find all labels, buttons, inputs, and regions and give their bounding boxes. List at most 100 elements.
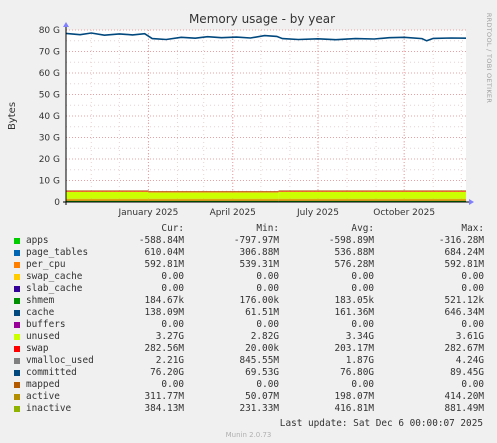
legend-value-max: -316.28M: [438, 235, 484, 246]
legend-value-max: 89.45G: [450, 367, 484, 378]
legend-value-max: 646.34M: [444, 307, 484, 318]
y-tick-label: 20 G: [39, 155, 60, 165]
legend-label: buffers: [26, 319, 66, 330]
legend-value-max: 282.67M: [444, 343, 484, 354]
legend-value-avg: 0.00: [351, 379, 374, 390]
stack-layer: [278, 198, 466, 200]
stack-layer: [148, 191, 279, 192]
legend-swatch: [14, 262, 20, 268]
stack-layer: [278, 190, 466, 192]
legend-value-min: 20.00k: [245, 343, 279, 354]
legend-label: mapped: [26, 379, 60, 390]
legend-value-min: 306.88M: [239, 247, 279, 258]
legend-value-avg: 3.34G: [345, 331, 374, 342]
legend-value-max: 521.12k: [444, 295, 484, 306]
legend-swatch: [14, 382, 20, 388]
memory-chart: Memory usage - by year Bytes RRDTOOL / T…: [7, 12, 493, 218]
legend-swatch: [14, 322, 20, 328]
legend-value-avg: -598.89M: [328, 235, 374, 246]
legend-swatch: [14, 334, 20, 340]
stack-layer: [66, 199, 149, 200]
legend-value-min: 0.00: [256, 319, 279, 330]
legend-value-cur: 2.21G: [155, 355, 184, 366]
legend-value-max: 0.00: [461, 319, 484, 330]
x-tick-labels: January 2025 April 2025 July 2025 October 2…: [117, 208, 435, 218]
stack-layer: [278, 191, 466, 192]
x-tick-label: October 2025: [373, 208, 435, 218]
legend-swatch: [14, 250, 20, 256]
stack-layer: [148, 200, 279, 202]
legend-value-cur: 311.77M: [144, 391, 184, 402]
stack-layer: [278, 199, 466, 200]
legend-row-committed: committed 76.20G 69.53G 76.80G 89.45G: [12, 367, 488, 379]
legend-row-shmem: shmem 184.67k 176.00k 183.05k 521.12k: [12, 295, 488, 307]
legend-row-apps: apps -588.84M -797.97M -598.89M -316.28M: [12, 235, 488, 247]
legend-label: slab_cache: [26, 283, 83, 294]
legend-value-max: 881.49M: [444, 403, 484, 414]
legend-value-max: 4.24G: [455, 355, 484, 366]
legend-value-min: 845.55M: [239, 355, 279, 366]
legend-value-cur: -588.84M: [138, 235, 184, 246]
legend-swatch: [14, 238, 20, 244]
x-tick-label: July 2025: [296, 208, 339, 218]
legend-swatch: [14, 310, 20, 316]
legend-swatch: [14, 406, 20, 412]
y-axis-label: Bytes: [7, 102, 18, 130]
last-update: Last update: Sat Dec 6 00:00:07 2025: [279, 418, 483, 429]
legend-value-min: 69.53G: [245, 367, 279, 378]
legend-row-inactive: inactive 384.13M 231.33M 416.81M 881.49M: [12, 403, 488, 415]
header-max: Max:: [461, 223, 484, 234]
legend-value-cur: 3.27G: [155, 331, 184, 342]
x-tick-label: January 2025: [117, 208, 178, 218]
stack-layer: [66, 198, 149, 200]
munin-version: Munin 2.0.73: [225, 431, 272, 439]
legend-value-cur: 0.00: [161, 319, 184, 330]
legend-value-min: 231.33M: [239, 403, 279, 414]
stack-layer: [66, 191, 149, 199]
legend-row-swap_cache: swap_cache 0.00 0.00 0.00 0.00: [12, 271, 488, 283]
y-tick-label: 0: [54, 198, 60, 208]
y-tick-label: 40 G: [39, 112, 60, 122]
legend-label: inactive: [26, 403, 72, 414]
legend-row-slab_cache: slab_cache 0.00 0.00 0.00 0.00: [12, 283, 488, 295]
legend-label: active: [26, 391, 60, 402]
legend-value-min: 539.31M: [239, 259, 279, 270]
legend-value-min: 0.00: [256, 271, 279, 282]
header-avg: Avg:: [351, 223, 374, 234]
legend-value-avg: 0.00: [351, 271, 374, 282]
stack-layer: [278, 199, 466, 201]
memory-stack: [66, 190, 466, 202]
legend-row-vmalloc_used: vmalloc_used 2.21G 845.55M 1.87G 4.24G: [12, 355, 488, 367]
legend-value-max: 0.00: [461, 379, 484, 390]
legend-value-cur: 0.00: [161, 379, 184, 390]
legend-label: apps: [26, 235, 49, 246]
legend-value-max: 684.24M: [444, 247, 484, 258]
legend-row-buffers: buffers 0.00 0.00 0.00 0.00: [12, 319, 488, 331]
legend-value-cur: 384.13M: [144, 403, 184, 414]
legend-value-avg: 0.00: [351, 283, 374, 294]
legend-value-min: 0.00: [256, 283, 279, 294]
legend-value-max: 414.20M: [444, 391, 484, 402]
header-min: Min:: [256, 223, 279, 234]
legend-label: per_cpu: [26, 259, 66, 270]
rrdtool-watermark: RRDTOOL / TOBI OETIKER: [485, 13, 493, 103]
legend-value-min: -797.97M: [233, 235, 279, 246]
legend-value-cur: 282.56M: [144, 343, 184, 354]
legend-value-cur: 138.09M: [144, 307, 184, 318]
legend-value-min: 61.51M: [245, 307, 279, 318]
legend-value-avg: 198.07M: [334, 391, 374, 402]
y-tick-label: 10 G: [39, 177, 60, 187]
legend-label: swap: [26, 343, 49, 354]
legend-swatch: [14, 394, 20, 400]
y-tick-label: 50 G: [39, 91, 60, 101]
committed-line: [65, 32, 467, 42]
stack-layer: [66, 190, 149, 192]
legend-swatch: [14, 274, 20, 280]
legend-value-avg: 576.28M: [334, 259, 374, 270]
legend-value-cur: 592.81M: [144, 259, 184, 270]
legend-row-swap: swap 282.56M 20.00k 203.17M 282.67M: [12, 343, 488, 355]
legend-value-max: 3.61G: [455, 331, 484, 342]
stack-layer: [148, 198, 279, 200]
legend-label: shmem: [26, 295, 55, 306]
legend-value-min: 2.82G: [250, 331, 279, 342]
